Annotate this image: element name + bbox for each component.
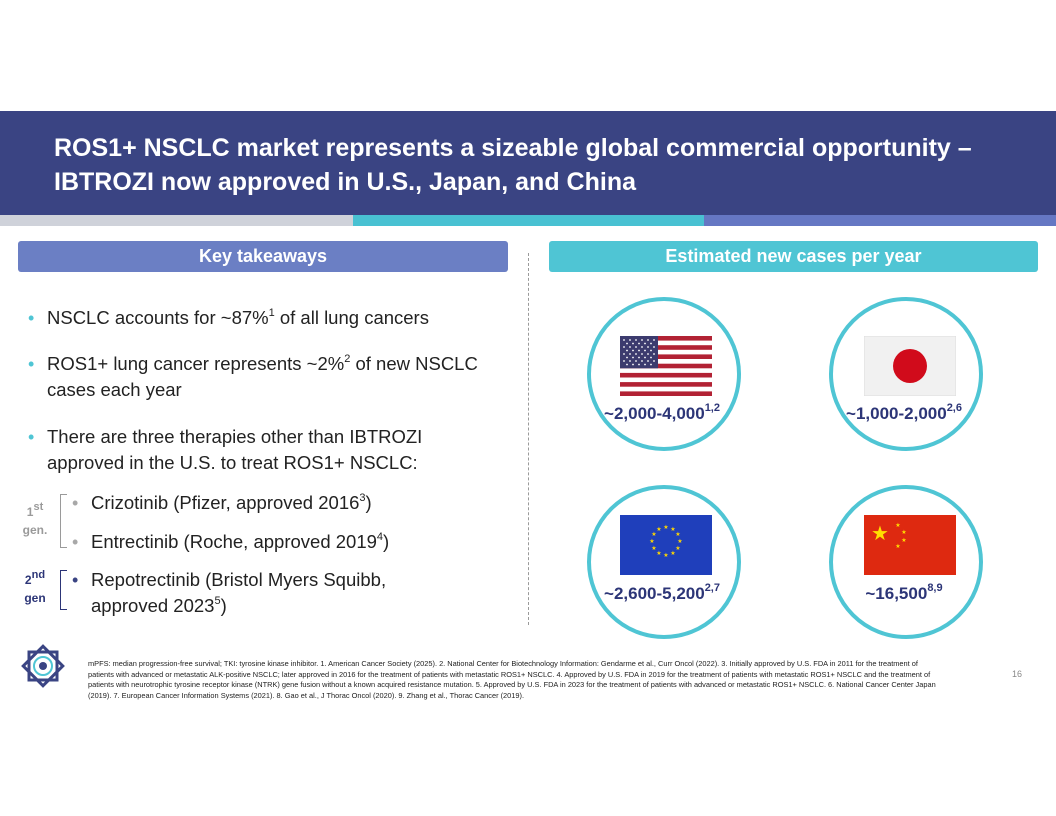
first-gen-bracket — [60, 494, 67, 548]
eu-cases: ~2,600-5,2002,7 — [587, 582, 737, 604]
gen-word: gen — [24, 591, 46, 605]
bullet-nsclc-share: • NSCLC accounts for ~87%1 of all lung c… — [28, 305, 429, 331]
bullet-dot-icon: • — [28, 308, 35, 328]
therapy-text: Entrectinib (Roche, approved 2019 — [91, 531, 377, 552]
bullet-dot-icon: • — [72, 532, 79, 552]
therapy-crizotinib: • Crizotinib (Pfizer, approved 20163) — [72, 490, 372, 516]
therapy-text: ) — [220, 595, 227, 616]
key-takeaways-header-label: Key takeaways — [198, 246, 328, 266]
svg-text:★: ★ — [651, 545, 656, 552]
therapy-text: ) — [365, 492, 372, 513]
svg-text:★: ★ — [675, 545, 680, 552]
footnote-ref: 1 — [268, 306, 275, 319]
second-gen-label: 2nd gen — [15, 569, 55, 607]
title-band — [0, 111, 1056, 215]
footnote-ref: 2,6 — [946, 402, 962, 415]
bullet-dot-icon: • — [72, 570, 79, 590]
panel-divider — [528, 253, 529, 625]
bullet-text: of new NSCLC — [350, 353, 478, 374]
bullet-dot-icon: • — [28, 427, 35, 447]
bullet-dot-icon: • — [72, 493, 79, 513]
therapy-text: Repotrectinib (Bristol Myers Squibb, — [91, 569, 387, 590]
svg-text:★: ★ — [670, 550, 675, 557]
svg-text:★: ★ — [901, 537, 906, 544]
svg-text:★: ★ — [663, 552, 668, 559]
cases-value: ~1,000-2,000 — [846, 404, 947, 423]
svg-text:★: ★ — [656, 526, 661, 533]
cases-value: ~16,500 — [865, 584, 928, 603]
china-cases: ~16,5008,9 — [829, 582, 979, 604]
footnote-ref: 5 — [214, 594, 221, 607]
second-gen-bracket — [60, 570, 67, 610]
bullet-text: of all lung cancers — [274, 307, 429, 328]
new-cases-header: Estimated new cases per year — [549, 241, 1038, 272]
bullet-ros1-share: • ROS1+ lung cancer represents ~2%2 of n… — [28, 351, 478, 403]
footnote-text: mPFS: median progression-free survival; … — [88, 659, 936, 701]
bullet-text: There are three therapies other than IBT… — [47, 426, 423, 447]
bullet-dot-icon: • — [28, 354, 35, 374]
svg-text:★: ★ — [651, 531, 656, 538]
accent-stripe-gray — [0, 215, 353, 226]
svg-text:★: ★ — [649, 538, 654, 545]
therapy-entrectinib: • Entrectinib (Roche, approved 20194) — [72, 529, 390, 555]
page-number: 16 — [1012, 669, 1023, 679]
slide-title-line2: IBTROZI now approved in U.S., Japan, and… — [54, 168, 636, 196]
japan-flag-icon — [864, 336, 956, 396]
accent-stripe-blue — [704, 215, 1056, 226]
eu-flag-icon: ★ ★★ ★★★ ★★★ ★★★ — [620, 515, 712, 575]
footnote-ref: 8,9 — [927, 582, 943, 595]
us-flag-icon — [620, 336, 712, 396]
bullet-text: approved in the U.S. to treat ROS1+ NSCL… — [47, 452, 418, 473]
footnote-ref: 2,7 — [704, 582, 720, 595]
company-logo-icon — [21, 644, 65, 688]
svg-text:★: ★ — [901, 529, 906, 536]
slide-title-line1: ROS1+ NSCLC market represents a sizeable… — [54, 134, 972, 162]
new-cases-header-label: Estimated new cases per year — [665, 246, 922, 266]
bullet-text: NSCLC accounts for ~87% — [47, 307, 269, 328]
svg-text:★: ★ — [663, 524, 668, 531]
therapy-text: ) — [383, 531, 390, 552]
first-gen-label: 1st gen. — [15, 501, 55, 539]
footnote-ref: 2 — [344, 352, 351, 365]
svg-text:★: ★ — [677, 538, 682, 545]
therapy-text: Crizotinib (Pfizer, approved 2016 — [91, 492, 360, 513]
footnote-ref: 3 — [359, 491, 366, 504]
gen-number: 1 — [26, 505, 34, 519]
accent-stripe-teal — [353, 215, 704, 226]
gen-ordinal: st — [33, 501, 44, 513]
therapy-text: approved 2023 — [91, 595, 215, 616]
svg-text:★: ★ — [895, 522, 900, 529]
cases-value: ~2,600-5,200 — [604, 584, 705, 603]
gen-word: gen. — [22, 523, 48, 537]
footnote-ref: 4 — [376, 530, 384, 543]
key-takeaways-header: Key takeaways — [18, 241, 508, 272]
svg-text:★: ★ — [675, 531, 680, 538]
slide-title: ROS1+ NSCLC market represents a sizeable… — [54, 131, 1034, 199]
cases-value: ~2,000-4,000 — [604, 404, 705, 423]
svg-text:★: ★ — [656, 550, 661, 557]
gen-ordinal: nd — [31, 569, 46, 581]
bullet-other-therapies: • There are three therapies other than I… — [28, 424, 423, 476]
china-flag-icon: ★ ★ ★ ★ ★ — [864, 515, 956, 575]
svg-text:★: ★ — [670, 526, 675, 533]
japan-cases: ~1,000-2,0002,6 — [829, 402, 979, 424]
therapy-repotrectinib: • Repotrectinib (Bristol Myers Squibb, a… — [72, 567, 387, 619]
gen-number: 2 — [24, 573, 32, 587]
footnote-ref: 1,2 — [704, 402, 720, 415]
bullet-text: ROS1+ lung cancer represents ~2% — [47, 353, 345, 374]
svg-text:★: ★ — [895, 543, 900, 550]
us-cases: ~2,000-4,0001,2 — [587, 402, 737, 424]
bullet-text: cases each year — [47, 379, 182, 400]
svg-text:★: ★ — [871, 521, 889, 545]
